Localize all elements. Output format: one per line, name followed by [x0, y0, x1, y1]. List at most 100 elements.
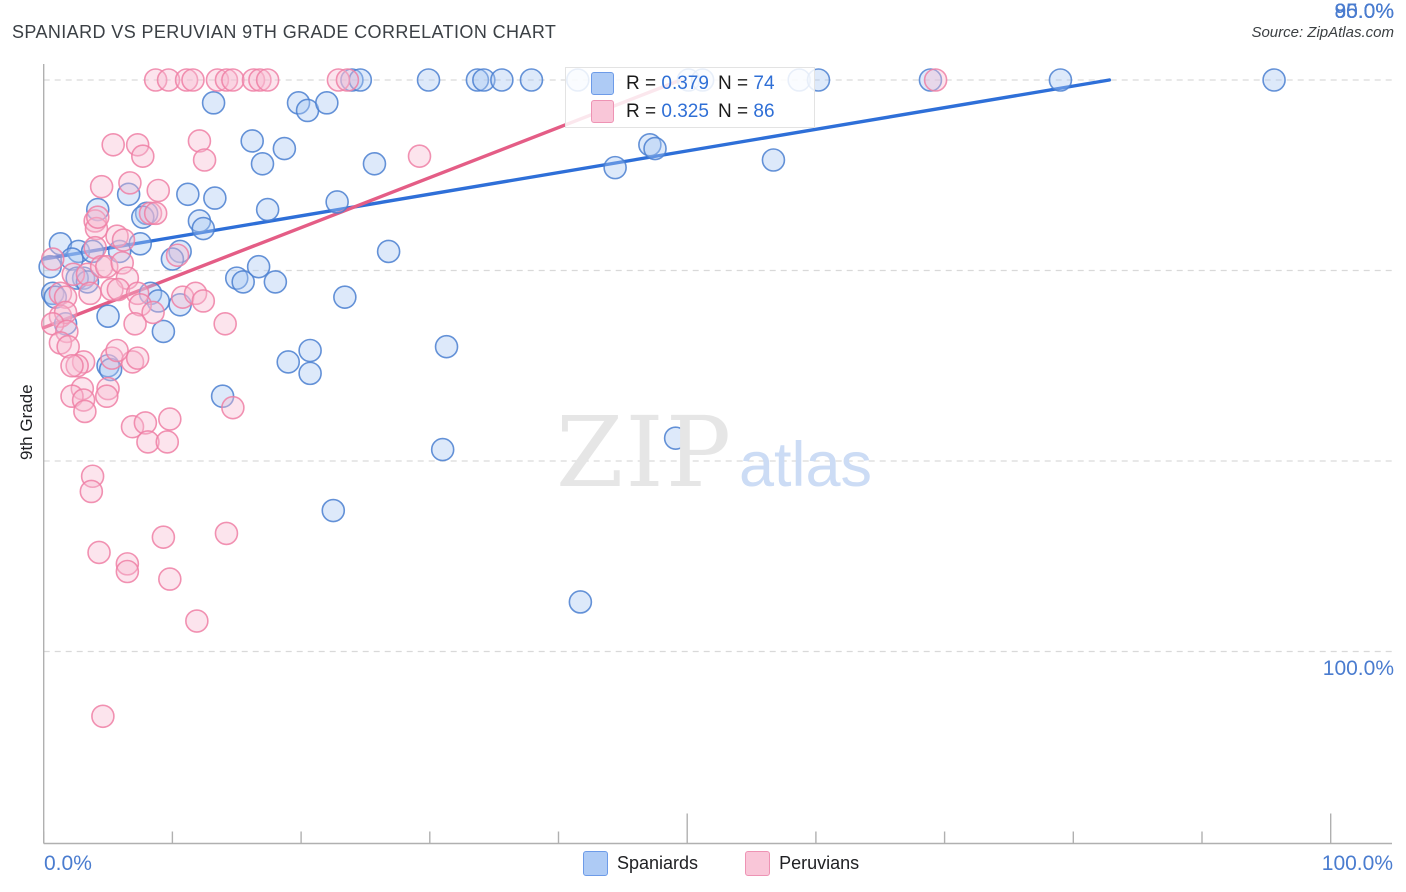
data-point-peruvians — [87, 540, 111, 565]
y-tick-label-100: 100.0% — [1322, 657, 1394, 680]
data-point-peruvians — [151, 525, 176, 550]
data-point-spaniards — [519, 68, 544, 92]
r-label: R = — [626, 72, 662, 94]
peruvians-swatch-icon — [591, 100, 614, 123]
data-point-peruvians — [115, 559, 140, 584]
data-point-peruvians — [40, 247, 65, 271]
trendline-spaniards — [42, 78, 1112, 261]
data-point-peruvians — [146, 178, 171, 203]
data-point-peruvians — [221, 395, 245, 420]
data-point-peruvians — [83, 209, 107, 233]
r-value-peruvians: 0.325 — [661, 100, 709, 122]
correlation-legend: R = 0.379 N = 74 R = 0.325 N = 86 — [565, 67, 815, 128]
data-point-peruvians — [187, 129, 212, 153]
data-point-spaniards — [434, 334, 459, 359]
data-point-spaniards — [333, 285, 357, 309]
data-point-spaniards — [761, 148, 786, 172]
data-point-peruvians — [155, 430, 180, 454]
series-legend: Spaniards Peruvians — [583, 851, 906, 876]
data-point-peruvians — [158, 407, 182, 431]
data-point-peruvians — [221, 68, 245, 92]
data-point-spaniards — [603, 155, 627, 180]
data-point-peruvians — [123, 312, 147, 336]
data-point-spaniards — [472, 68, 496, 92]
data-point-peruvians — [78, 281, 102, 306]
data-point-spaniards — [643, 136, 667, 161]
data-point-peruvians — [248, 68, 272, 92]
data-point-peruvians — [138, 201, 163, 226]
n-label: N = — [718, 100, 754, 122]
data-point-peruvians — [130, 144, 155, 168]
series-spaniards — [38, 68, 1286, 614]
data-point-spaniards — [40, 281, 65, 306]
data-point-peruvians — [105, 224, 129, 249]
data-point-peruvians — [326, 68, 351, 92]
data-point-spaniards — [240, 129, 264, 153]
data-point-peruvians — [158, 567, 182, 591]
data-point-peruvians — [101, 132, 125, 157]
data-point-peruvians — [165, 243, 190, 268]
data-point-peruvians — [94, 384, 119, 409]
spaniards-label: Spaniards — [617, 853, 699, 873]
data-point-peruvians — [73, 399, 97, 424]
y-tick-label-95: 95.0% — [1334, 0, 1394, 23]
data-point-spaniards — [321, 498, 346, 523]
data-point-peruvians — [214, 68, 239, 92]
data-point-peruvians — [143, 68, 168, 92]
data-point-spaniards — [263, 270, 288, 294]
data-point-peruvians — [89, 174, 114, 199]
data-point-peruvians — [174, 68, 199, 92]
data-point-spaniards — [276, 350, 301, 374]
y-tick-label-90: 90.0% — [1334, 0, 1394, 23]
n-label: N = — [718, 72, 754, 94]
data-point-peruvians — [185, 609, 209, 633]
data-point-peruvians — [125, 346, 150, 370]
data-point-peruvians — [181, 68, 205, 92]
data-point-spaniards — [663, 426, 688, 450]
spaniards-swatch-icon — [591, 72, 614, 95]
data-point-peruvians — [96, 376, 120, 401]
data-point-spaniards — [151, 319, 176, 344]
data-point-spaniards — [203, 186, 227, 210]
data-point-peruvians — [156, 68, 181, 92]
data-point-peruvians — [213, 312, 237, 336]
data-point-peruvians — [923, 68, 948, 92]
data-point-spaniards — [250, 152, 275, 176]
data-point-spaniards — [568, 590, 593, 614]
data-point-peruvians — [85, 205, 110, 229]
data-point-spaniards — [490, 68, 514, 92]
y-axis-title: 9th Grade — [17, 384, 36, 460]
legend-row-peruvians: R = 0.325 N = 86 — [591, 100, 814, 123]
data-point-spaniards — [1262, 68, 1286, 92]
data-point-peruvians — [105, 338, 129, 363]
data-point-peruvians — [125, 132, 150, 157]
data-point-spaniards — [465, 68, 490, 92]
data-point-peruvians — [192, 148, 217, 172]
data-point-peruvians — [118, 171, 142, 195]
peruvians-label: Peruvians — [779, 853, 860, 873]
x-axis-max-label: 100.0% — [1321, 852, 1393, 875]
data-point-spaniards — [224, 266, 249, 290]
spaniards-swatch-icon — [583, 851, 608, 876]
data-point-peruvians — [136, 430, 160, 454]
y-tick-label-85: 85.0% — [1334, 0, 1394, 23]
legend-item-peruvians: Peruvians — [745, 851, 859, 876]
data-point-spaniards — [376, 239, 401, 264]
n-value-peruvians: 86 — [753, 100, 775, 122]
r-value-spaniards: 0.379 — [661, 72, 709, 94]
data-point-spaniards — [176, 182, 200, 207]
legend-item-spaniards: Spaniards — [583, 851, 698, 876]
data-point-spaniards — [315, 91, 339, 115]
data-point-peruvians — [79, 479, 104, 504]
data-point-spaniards — [430, 437, 455, 462]
data-point-spaniards — [272, 136, 297, 161]
data-point-spaniards — [255, 197, 280, 222]
data-point-spaniards — [246, 254, 271, 279]
legend-row-spaniards: R = 0.379 N = 74 — [591, 72, 814, 95]
data-point-spaniards — [416, 68, 441, 92]
data-point-peruvians — [143, 201, 168, 226]
data-point-spaniards — [96, 304, 120, 329]
data-point-peruvians — [407, 144, 432, 168]
data-point-peruvians — [128, 292, 153, 317]
data-point-spaniards — [918, 68, 943, 92]
